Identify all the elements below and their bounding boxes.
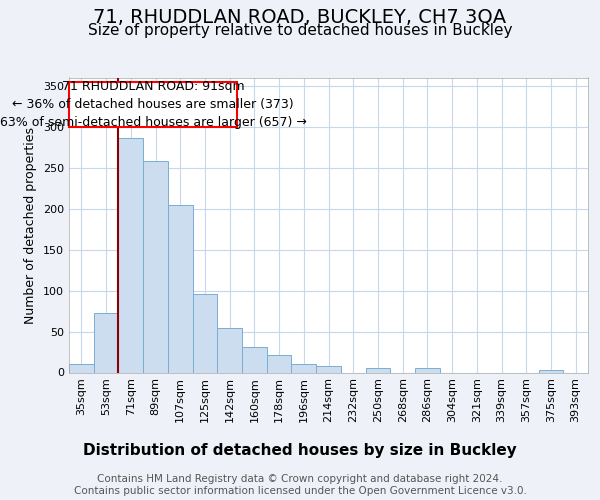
Bar — [143, 161, 168, 372]
Bar — [415, 368, 440, 372]
Bar — [242, 347, 267, 372]
Text: 71, RHUDDLAN ROAD, BUCKLEY, CH7 3QA: 71, RHUDDLAN ROAD, BUCKLEY, CH7 3QA — [94, 8, 506, 26]
Bar — [292, 364, 316, 372]
Bar — [365, 368, 390, 372]
Bar — [69, 364, 94, 372]
Text: Contains HM Land Registry data © Crown copyright and database right 2024.: Contains HM Land Registry data © Crown c… — [97, 474, 503, 484]
Bar — [316, 366, 341, 372]
Text: 71 RHUDDLAN ROAD: 91sqm
← 36% of detached houses are smaller (373)
63% of semi-d: 71 RHUDDLAN ROAD: 91sqm ← 36% of detache… — [0, 80, 307, 128]
Bar — [94, 312, 118, 372]
Text: Contains public sector information licensed under the Open Government Licence v3: Contains public sector information licen… — [74, 486, 526, 496]
Bar — [168, 206, 193, 372]
Bar — [539, 370, 563, 372]
Bar — [193, 294, 217, 372]
Bar — [217, 328, 242, 372]
Bar — [118, 138, 143, 372]
Y-axis label: Number of detached properties: Number of detached properties — [25, 126, 37, 324]
Text: Distribution of detached houses by size in Buckley: Distribution of detached houses by size … — [83, 442, 517, 458]
Bar — [267, 356, 292, 372]
FancyBboxPatch shape — [69, 82, 237, 126]
Text: Size of property relative to detached houses in Buckley: Size of property relative to detached ho… — [88, 22, 512, 38]
